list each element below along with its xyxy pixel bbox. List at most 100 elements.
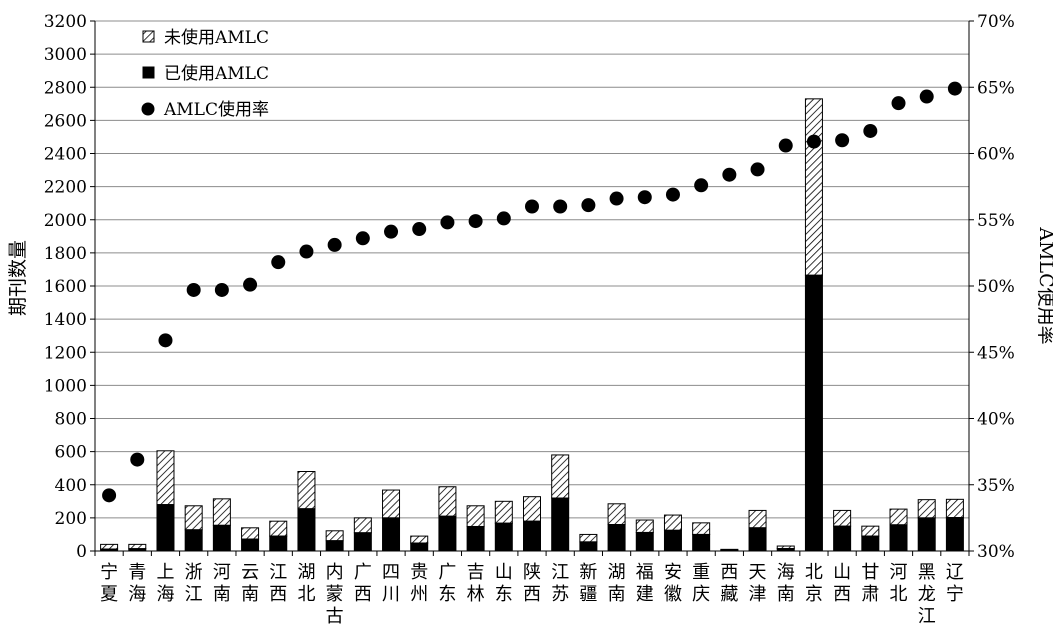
bar-used xyxy=(579,541,598,552)
bar-used xyxy=(917,517,936,552)
rate-point xyxy=(722,167,737,182)
rate-point xyxy=(355,231,370,246)
rate-point xyxy=(919,89,934,104)
bar-unused xyxy=(184,505,203,531)
bar-unused xyxy=(748,509,767,529)
bar-unused xyxy=(635,519,654,533)
bar-used xyxy=(156,504,175,552)
legend-swatch-unused xyxy=(142,30,155,43)
rate-point xyxy=(496,211,511,226)
y-tick-label-left: 2600 xyxy=(44,111,87,131)
x-tick-label: 宁夏 xyxy=(100,562,118,605)
x-tick-label: 湖南 xyxy=(608,562,626,605)
bar-used xyxy=(212,524,231,552)
bar-unused xyxy=(833,509,852,527)
y-tick-label-left: 2000 xyxy=(44,211,87,231)
bar-unused xyxy=(861,525,880,537)
x-tick-label: 甘肃 xyxy=(861,562,879,605)
rate-point xyxy=(158,333,173,348)
bar-unused xyxy=(269,520,288,537)
x-tick-label: 吉林 xyxy=(467,562,485,605)
bar-unused xyxy=(382,489,401,519)
x-tick-label: 贵州 xyxy=(410,562,428,605)
rate-point xyxy=(806,134,821,149)
y-tick-label-left: 1000 xyxy=(44,376,87,396)
x-tick-label: 重庆 xyxy=(692,562,710,605)
bar-used xyxy=(269,535,288,552)
legend-label-unused: 未使用AMLC xyxy=(164,27,269,48)
x-tick-label: 黑龙江 xyxy=(918,562,936,625)
rate-point xyxy=(384,224,399,239)
rate-point xyxy=(863,123,878,138)
bar-used xyxy=(663,529,682,552)
rate-point xyxy=(130,452,145,467)
x-tick-label: 广西 xyxy=(354,562,372,605)
bar-used xyxy=(438,515,457,552)
usage-rate-points xyxy=(102,81,962,503)
bar-unused xyxy=(663,514,682,531)
bar-unused xyxy=(156,450,175,506)
bar-unused xyxy=(100,543,119,550)
x-tick-label: 辽宁 xyxy=(946,562,964,605)
y-tick-label-left: 200 xyxy=(55,509,87,529)
legend-label-rate: AMLC使用率 xyxy=(163,99,269,120)
bars xyxy=(100,98,964,552)
legend: 未使用AMLC 已使用AMLC AMLC使用率 xyxy=(141,27,269,120)
bar-used xyxy=(945,517,964,552)
rate-point xyxy=(525,199,539,214)
bar-used xyxy=(353,532,372,552)
rate-point xyxy=(440,215,455,230)
x-tick-label: 浙江 xyxy=(185,562,203,605)
y-tick-label-left: 3200 xyxy=(44,12,87,32)
rate-point xyxy=(694,178,709,193)
x-tick-label: 江西 xyxy=(269,562,287,605)
bar-unused xyxy=(494,500,513,524)
rate-point xyxy=(778,138,793,153)
rate-point xyxy=(468,214,483,229)
bar-used xyxy=(494,522,513,552)
bar-used xyxy=(804,274,823,552)
x-tick-label: 福建 xyxy=(636,562,654,605)
bar-unused xyxy=(579,533,598,543)
gridlines xyxy=(95,20,969,519)
bar-unused xyxy=(804,98,823,276)
y-tick-label-left: 2400 xyxy=(44,145,87,165)
x-tick-label: 北京 xyxy=(805,562,823,605)
bar-unused xyxy=(353,517,372,534)
rate-point xyxy=(665,187,680,202)
y-axis-label-right: AMLC使用率 xyxy=(1035,226,1053,344)
bar-used xyxy=(523,520,541,552)
bar-unused xyxy=(692,522,711,535)
y-tick-label-right: 60% xyxy=(977,145,1015,165)
y-tick-label-left: 1400 xyxy=(44,310,87,330)
x-tick-label: 江苏 xyxy=(551,562,569,605)
x-tick-label: 湖北 xyxy=(297,562,315,605)
rate-point xyxy=(891,96,906,111)
y-axis-label-left: 期刊数量 xyxy=(7,240,29,316)
bar-used xyxy=(635,531,654,552)
bar-used xyxy=(833,525,852,552)
x-tick-label: 山东 xyxy=(495,562,513,605)
bar-unused xyxy=(241,527,260,540)
x-tick-label: 安徽 xyxy=(664,562,682,605)
bar-used xyxy=(297,508,316,552)
y-tick-label-right: 55% xyxy=(977,211,1015,231)
x-tick-label: 山西 xyxy=(833,562,851,605)
y-tick-label-right: 50% xyxy=(977,277,1015,297)
bar-used xyxy=(748,527,767,552)
y-tick-label-right: 30% xyxy=(977,542,1015,562)
bar-used xyxy=(466,525,485,552)
rate-point xyxy=(327,237,342,252)
rate-point xyxy=(609,191,624,206)
y-tick-label-left: 0 xyxy=(76,542,87,562)
legend-label-used: 已使用AMLC xyxy=(164,63,269,84)
y-tick-label-left: 400 xyxy=(55,476,87,496)
rate-point xyxy=(102,488,117,503)
bar-used xyxy=(184,529,203,552)
y-tick-label-left: 2800 xyxy=(44,78,87,98)
x-tick-label: 新疆 xyxy=(579,562,597,605)
bar-unused xyxy=(889,508,908,526)
rate-point xyxy=(581,198,596,213)
x-tick-label: 内蒙古 xyxy=(326,562,344,625)
